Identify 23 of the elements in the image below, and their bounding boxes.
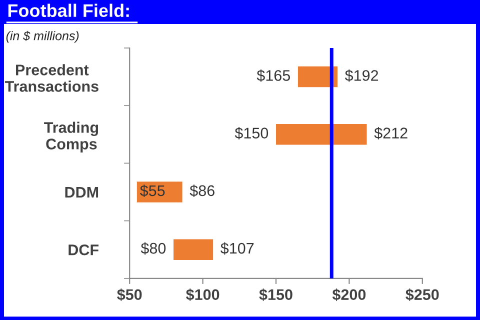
annotation: $165 bbox=[256, 69, 290, 82]
annotation: $80 bbox=[140, 242, 166, 255]
annotation: $212 bbox=[374, 127, 408, 140]
y-tick-label: Precedent Transactions bbox=[4, 64, 98, 92]
chart-subtitle: (in $ millions) bbox=[6, 30, 79, 43]
y-tick-label: DDM bbox=[65, 187, 98, 198]
annotation: $55 bbox=[140, 184, 165, 198]
annotation: $107 bbox=[220, 242, 254, 255]
bar bbox=[298, 66, 338, 88]
x-tick-label: $150 bbox=[259, 288, 292, 302]
y-tick-label: DCF bbox=[68, 244, 98, 256]
bar bbox=[174, 239, 214, 260]
annotation: $150 bbox=[234, 127, 268, 140]
bar bbox=[136, 182, 182, 202]
bar bbox=[276, 124, 367, 145]
y-tick-label: Trading Comps bbox=[44, 122, 98, 152]
annotation: $86 bbox=[190, 184, 214, 198]
x-tick-label: $250 bbox=[406, 288, 439, 302]
annotation: $192 bbox=[344, 69, 378, 82]
x-tick-label: $50 bbox=[117, 288, 142, 302]
x-tick-label: $100 bbox=[186, 288, 220, 302]
chart-title: Football Field: bbox=[8, 4, 129, 18]
x-tick-label: $200 bbox=[332, 288, 366, 302]
